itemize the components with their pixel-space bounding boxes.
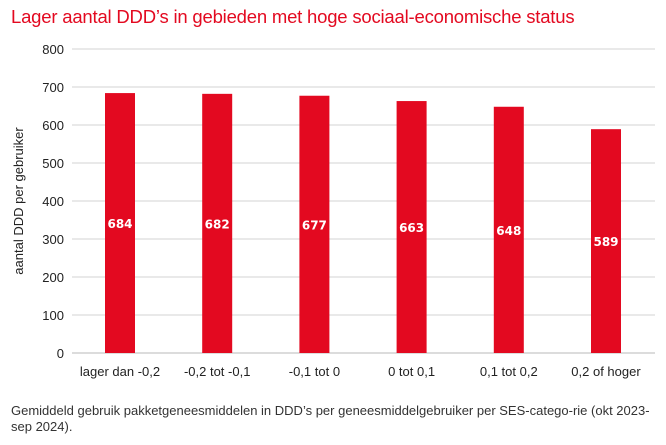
data-label: 684: [107, 217, 132, 231]
y-axis-ticks: 0 100 200 300 400 500 600 700 800: [42, 42, 64, 361]
y-tick-label: 500: [42, 156, 64, 171]
x-tick-label: 0,2 of hoger: [571, 364, 641, 379]
y-tick-label: 600: [42, 118, 64, 133]
bar: [396, 101, 427, 353]
data-label: 682: [205, 217, 230, 231]
x-tick-label: lager dan -0,2: [80, 364, 160, 379]
y-tick-label: 400: [42, 194, 64, 209]
bars: 684 682 677 663 648 589: [105, 93, 621, 354]
gridlines: [72, 48, 655, 354]
data-label: 677: [302, 218, 327, 232]
y-tick-label: 200: [42, 270, 64, 285]
bar: [202, 93, 233, 353]
y-tick-label: 100: [42, 308, 64, 323]
x-tick-label: -0,1 tot 0: [289, 364, 340, 379]
chart-title: Lager aantal DDD’s in gebieden met hoge …: [11, 6, 575, 27]
data-label: 663: [399, 221, 424, 235]
data-label: 589: [593, 235, 618, 249]
x-axis-ticks: lager dan -0,2 -0,2 tot -0,1 -0,1 tot 0 0 t…: [80, 364, 641, 379]
data-label: 648: [496, 224, 521, 238]
chart-caption: Gemiddeld gebruik pakketgeneesmiddelen i…: [11, 403, 650, 434]
x-tick-label: 0 tot 0,1: [388, 364, 435, 379]
bar-chart: 0 100 200 300 400 500 600 700 800 aantal DDD per…: [11, 42, 655, 379]
bar: [591, 129, 621, 353]
y-axis-label: aantal DDD per gebruiker: [11, 127, 26, 275]
y-tick-label: 700: [42, 80, 64, 95]
y-tick-label: 0: [57, 346, 64, 361]
x-tick-label: -0,2 tot -0,1: [184, 364, 250, 379]
y-tick-label: 300: [42, 232, 64, 247]
x-tick-label: 0,1 tot 0,2: [480, 364, 538, 379]
bar: [299, 95, 330, 354]
bar: [493, 106, 524, 353]
bar: [105, 93, 135, 353]
y-tick-label: 800: [42, 42, 64, 57]
